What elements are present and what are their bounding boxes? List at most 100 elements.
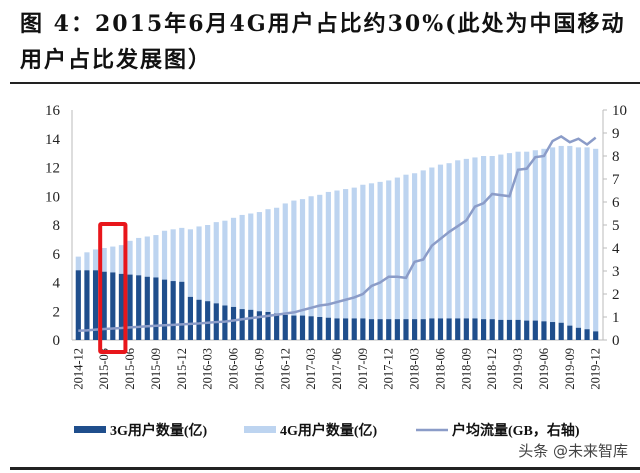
bar-3g-users (412, 319, 418, 340)
bar-3g-users (127, 274, 133, 340)
bar-3g-users (170, 281, 176, 340)
bar-3g-users (161, 279, 168, 340)
bar-3g-users (265, 311, 271, 340)
bar-4g-users (420, 170, 426, 320)
bar-4g-users (498, 154, 504, 320)
bar-3g-users (403, 319, 409, 340)
bar-4g-users (317, 194, 323, 317)
bar-4g-users (567, 145, 573, 326)
bar-4g-users (351, 187, 357, 319)
x-tick-label: 2018-06 (433, 348, 447, 390)
bar-3g-users (153, 277, 159, 340)
x-tick-label: 2019-06 (537, 348, 551, 390)
x-tick-label: 2017-09 (356, 348, 370, 390)
left-tick-label: 10 (45, 189, 60, 205)
bar-3g-users (549, 322, 556, 340)
bar-4g-users (368, 183, 375, 320)
bar-4g-users (274, 207, 280, 314)
bar-4g-users (230, 217, 237, 307)
legend-swatch-4g (244, 426, 276, 433)
bar-3g-users (230, 306, 237, 340)
right-tick-label: 0 (612, 333, 620, 349)
legend-swatch-3g (74, 426, 106, 433)
bar-4g-users (506, 153, 513, 320)
bar-3g-users (532, 320, 538, 340)
bar-3g-users (481, 319, 487, 340)
bar-3g-users (567, 325, 573, 340)
bar-3g-users (144, 276, 150, 340)
bar-3g-users (179, 281, 185, 340)
bar-3g-users (248, 309, 254, 340)
bar-3g-users (325, 317, 331, 340)
bar-3g-users (351, 318, 357, 340)
bar-3g-users (101, 271, 107, 340)
x-tick-label: 2017-06 (330, 348, 344, 390)
x-tick-label: 2018-12 (485, 348, 499, 390)
bar-4g-users (84, 252, 90, 271)
x-tick-label: 2016-09 (252, 348, 266, 390)
bar-4g-users (101, 248, 107, 272)
bar-4g-users (524, 151, 530, 321)
bar-4g-users (394, 177, 400, 320)
bar-4g-users (170, 229, 176, 282)
right-tick-label: 9 (612, 126, 620, 142)
bar-4g-users (239, 214, 245, 310)
bar-3g-users (394, 319, 400, 340)
bar-3g-users (368, 319, 375, 340)
bar-4g-users (282, 203, 288, 315)
bar-3g-users (420, 319, 426, 340)
x-tick-label: 2018-03 (408, 348, 422, 390)
bar-3g-users (282, 314, 288, 340)
bar-3g-users (489, 319, 495, 340)
x-tick-label: 2019-12 (589, 348, 603, 390)
bar-3g-users (308, 316, 314, 340)
bar-3g-users (541, 321, 547, 340)
x-tick-label: 2015-12 (175, 348, 189, 390)
bar-4g-users (455, 160, 461, 319)
bar-4g-users (386, 180, 392, 320)
bar-3g-users (506, 319, 513, 340)
legend-label: 户均流量(GB，右轴) (452, 422, 580, 439)
right-tick-label: 7 (612, 172, 620, 188)
bar-4g-users (463, 158, 469, 319)
bar-3g-users (575, 327, 582, 340)
bar-4g-users (308, 196, 314, 317)
bar-4g-users (446, 163, 452, 319)
bar-4g-users (265, 209, 271, 312)
bar-3g-users (317, 317, 323, 340)
x-tick-label: 2017-03 (304, 348, 318, 390)
bar-3g-users (187, 296, 193, 340)
bar-4g-users (205, 225, 211, 302)
left-tick-label: 2 (53, 304, 61, 320)
bar-4g-users (110, 246, 116, 273)
bar-4g-users (584, 147, 590, 330)
bar-3g-users (118, 273, 125, 340)
right-tick-label: 2 (612, 287, 620, 303)
bar-4g-users (291, 200, 297, 316)
x-tick-label: 2018-09 (459, 348, 473, 390)
bar-4g-users (549, 147, 556, 323)
right-tick-label: 1 (612, 310, 620, 326)
bar-4g-users (532, 150, 538, 321)
left-tick-label: 12 (45, 161, 60, 177)
bar-4g-users (187, 229, 193, 297)
bar-3g-users (291, 315, 297, 340)
bar-3g-users (110, 272, 116, 340)
bar-3g-users (446, 318, 452, 340)
right-tick-label: 10 (612, 103, 627, 119)
bar-4g-users (360, 184, 366, 319)
bar-3g-users (437, 318, 444, 340)
left-tick-label: 8 (53, 218, 61, 234)
bar-3g-users (515, 319, 521, 340)
bar-3g-users (136, 275, 142, 340)
bar-3g-users (334, 318, 340, 340)
bar-4g-users (118, 245, 125, 274)
x-tick-label: 2014-12 (71, 348, 85, 390)
bar-3g-users (463, 318, 469, 340)
bar-4g-users (334, 190, 340, 319)
bar-4g-users (144, 236, 150, 277)
bar-4g-users (213, 222, 219, 304)
x-tick-label: 2016-03 (201, 348, 215, 390)
x-tick-label: 2017-12 (382, 348, 396, 390)
bar-3g-users (205, 301, 211, 340)
